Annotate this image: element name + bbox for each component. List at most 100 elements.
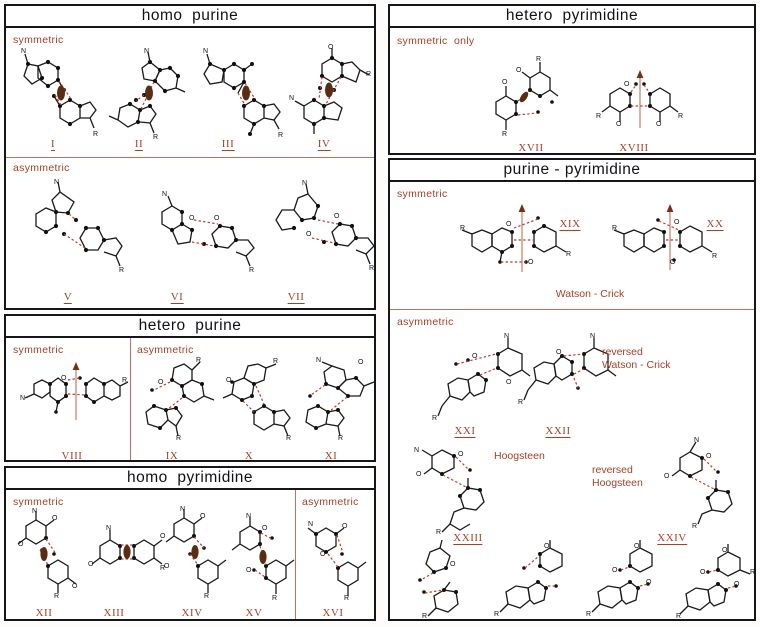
svg-text:O: O xyxy=(200,513,206,520)
svg-text:R: R xyxy=(273,358,278,365)
svg-text:N: N xyxy=(54,179,59,186)
roman-numeral: XVI xyxy=(322,607,344,619)
svg-text:R: R xyxy=(176,435,181,442)
svg-text:R: R xyxy=(286,435,291,442)
structure-XVII: O O R R xyxy=(486,56,570,148)
svg-text:O: O xyxy=(506,379,512,386)
section-label-symmetric: symmetric xyxy=(13,34,64,46)
svg-text:N: N xyxy=(21,48,26,55)
roman-numeral: IV xyxy=(317,138,331,151)
svg-text:O: O xyxy=(472,353,478,360)
panel-title: hetero purine xyxy=(138,317,242,334)
panel-header-purine-pyrimidine: purine - pyrimidine xyxy=(390,160,754,182)
svg-text:R: R xyxy=(422,613,427,619)
structure-XXIV: O O N R xyxy=(652,436,754,530)
svg-text:O: O xyxy=(634,543,640,550)
roman-numeral: XVIII xyxy=(619,142,649,153)
roman-numeral: XXVII xyxy=(593,618,627,619)
svg-text:N: N xyxy=(694,437,699,444)
structure-XXIII: O O N R xyxy=(408,440,518,536)
roman-numeral: XII xyxy=(35,607,53,619)
svg-text:R: R xyxy=(586,611,591,618)
svg-text:O: O xyxy=(450,561,456,568)
panel-body-homo-pyrimidine: symmetric asymmetric xyxy=(6,490,374,619)
svg-text:N: N xyxy=(32,508,37,515)
panel-hetero-purine: hetero purine symmetric asymmetric xyxy=(4,314,376,462)
svg-text:R: R xyxy=(432,415,437,422)
svg-text:R: R xyxy=(369,265,374,272)
svg-text:O: O xyxy=(664,473,670,480)
structure-XXVIII: O O O R R xyxy=(676,544,754,619)
structure-III: N R xyxy=(194,48,284,140)
svg-text:O: O xyxy=(160,533,166,540)
section-label-asymmetric: asymmetric xyxy=(397,316,454,328)
svg-text:O: O xyxy=(616,121,622,128)
svg-text:R: R xyxy=(338,435,343,442)
structure-VIII: O N R xyxy=(16,358,130,440)
section-label-symmetric: symmetric xyxy=(13,344,64,356)
panel-header-hetero-pyrimidine: hetero pyrimidine xyxy=(390,6,754,28)
svg-text:O: O xyxy=(700,569,706,576)
section-label-symmetric-only: symmetric only xyxy=(397,35,475,47)
svg-text:R: R xyxy=(536,56,541,63)
structure-XI: O N R xyxy=(296,354,374,444)
svg-text:O: O xyxy=(246,567,252,574)
svg-text:O: O xyxy=(158,379,164,386)
svg-text:O: O xyxy=(72,583,78,590)
roman-numeral: XXIV xyxy=(657,532,687,545)
structure-IV: O N R xyxy=(284,44,372,140)
svg-text:R: R xyxy=(750,569,754,576)
panel-title: purine - pyrimidine xyxy=(503,161,641,178)
svg-text:O: O xyxy=(328,44,334,51)
panel-body-homo-purine: symmetric asymmetric xyxy=(6,28,374,308)
panel-body-purine-pyrimidine: symmetric xyxy=(390,182,754,619)
structure-XVIII: O O O R R xyxy=(592,68,688,148)
roman-numeral: XXVIII xyxy=(683,618,721,619)
section-divider xyxy=(295,490,296,619)
svg-text:R: R xyxy=(494,611,499,618)
structure-XIX: O O R R xyxy=(460,200,580,280)
svg-text:R: R xyxy=(692,523,697,530)
svg-text:O: O xyxy=(674,219,680,226)
section-label-asymmetric: asymmetric xyxy=(302,496,359,508)
structure-I: N R xyxy=(14,48,100,140)
svg-text:R: R xyxy=(676,613,681,619)
note-reversed-watson-crick: reversed Watson - Crick xyxy=(602,346,671,371)
svg-text:O: O xyxy=(516,67,522,74)
panel-title: homo pyrimidine xyxy=(126,469,254,486)
structure-IX: O R R xyxy=(138,354,224,444)
svg-text:N: N xyxy=(414,447,419,454)
svg-text:O: O xyxy=(320,551,326,558)
structure-V: N R xyxy=(24,179,134,274)
panel-header-homo-pyrimidine: homo pyrimidine xyxy=(6,468,374,490)
svg-text:O: O xyxy=(52,515,58,522)
structure-XXII: O N R xyxy=(518,332,628,424)
panel-title: hetero pyrimidine xyxy=(505,7,639,24)
svg-text:R: R xyxy=(366,71,371,78)
panel-homo-pyrimidine: homo pyrimidine symmetric asymmetric xyxy=(4,466,376,621)
svg-text:R: R xyxy=(249,267,254,274)
svg-text:O: O xyxy=(670,259,676,266)
panel-header-homo-purine: homo purine xyxy=(6,6,374,28)
svg-text:O: O xyxy=(342,523,348,530)
section-divider xyxy=(6,157,374,158)
roman-numeral: VIII xyxy=(62,450,83,460)
roman-numeral: XV xyxy=(245,607,263,619)
svg-text:N: N xyxy=(203,48,208,55)
svg-text:R: R xyxy=(518,399,523,406)
structure-VII: O O N R xyxy=(268,180,374,272)
svg-text:N: N xyxy=(20,395,25,402)
section-divider xyxy=(390,309,754,310)
svg-text:O: O xyxy=(506,221,512,228)
section-label-asymmetric: asymmetric xyxy=(137,344,194,356)
svg-text:R: R xyxy=(153,134,158,141)
roman-numeral: XXII xyxy=(545,425,571,438)
panel-title: homo purine xyxy=(141,7,239,24)
roman-numeral: IX xyxy=(166,450,179,460)
section-label-asymmetric: asymmetric xyxy=(13,162,70,174)
svg-text:O: O xyxy=(189,215,195,222)
structure-X: O R R xyxy=(218,354,302,444)
svg-text:O: O xyxy=(528,259,534,266)
roman-numeral: X xyxy=(245,450,253,460)
